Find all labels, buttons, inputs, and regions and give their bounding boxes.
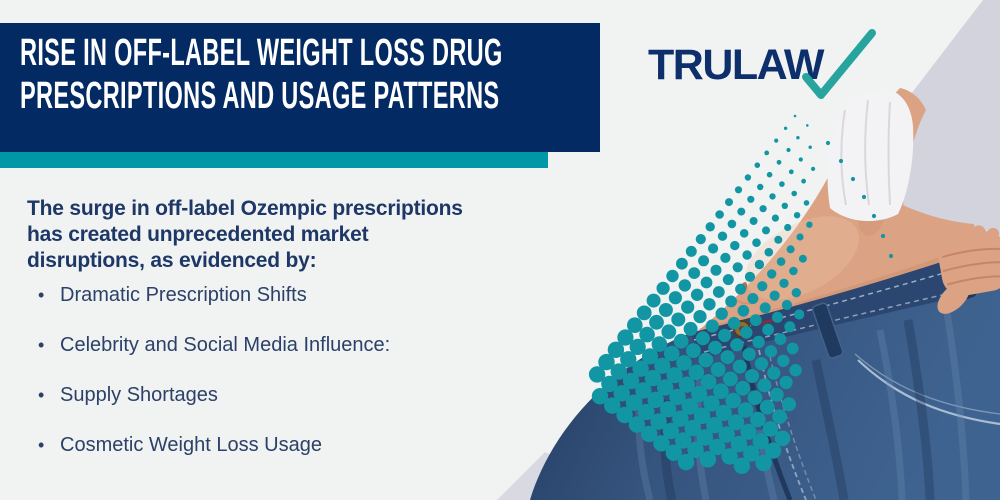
belt-loop <box>811 302 844 359</box>
bullet-marker: • <box>38 385 45 405</box>
list-item: • Celebrity and Social Media Influence: <box>38 334 390 384</box>
page-title-line2: PRESCRIPTIONS AND USAGE PATTERNS <box>20 75 500 117</box>
key-points-list: • Dramatic Prescription Shifts • Celebri… <box>38 284 390 484</box>
list-item-label: Celebrity and Social Media Influence: <box>60 334 391 356</box>
list-item: • Supply Shortages <box>38 384 390 434</box>
intro-paragraph: The surge in off-label Ozempic prescript… <box>27 196 537 274</box>
intro-line: disruptions, as evidenced by: <box>27 249 317 272</box>
checkmark-icon <box>802 29 876 99</box>
list-item: • Cosmetic Weight Loss Usage <box>38 434 390 484</box>
bullet-marker: • <box>38 285 45 305</box>
white-tank-top <box>827 88 914 222</box>
intro-line: The surge in off-label Ozempic prescript… <box>27 197 463 220</box>
list-item: • Dramatic Prescription Shifts <box>38 284 390 334</box>
list-item-label: Cosmetic Weight Loss Usage <box>60 434 322 456</box>
trulaw-logo-text: TRULAW <box>648 41 824 89</box>
intro-line: has created unprecedented market <box>27 223 369 246</box>
list-item-label: Dramatic Prescription Shifts <box>60 284 307 306</box>
pocket-stitching <box>857 359 1000 426</box>
page-title-line1: RISE IN OFF-LABEL WEIGHT LOSS DRUG <box>20 32 503 74</box>
list-item-label: Supply Shortages <box>60 384 218 406</box>
hand-gripping-waistband <box>937 225 1000 314</box>
teal-accent-bar <box>0 152 548 168</box>
title-banner: RISE IN OFF-LABEL WEIGHT LOSS DRUG PRESC… <box>0 23 600 152</box>
trulaw-logo: TRULAW <box>648 41 824 96</box>
halftone-dot-pattern-icon <box>588 114 894 474</box>
bullet-marker: • <box>38 435 45 455</box>
bullet-marker: • <box>38 335 45 355</box>
page-title: RISE IN OFF-LABEL WEIGHT LOSS DRUG PRESC… <box>20 32 503 118</box>
